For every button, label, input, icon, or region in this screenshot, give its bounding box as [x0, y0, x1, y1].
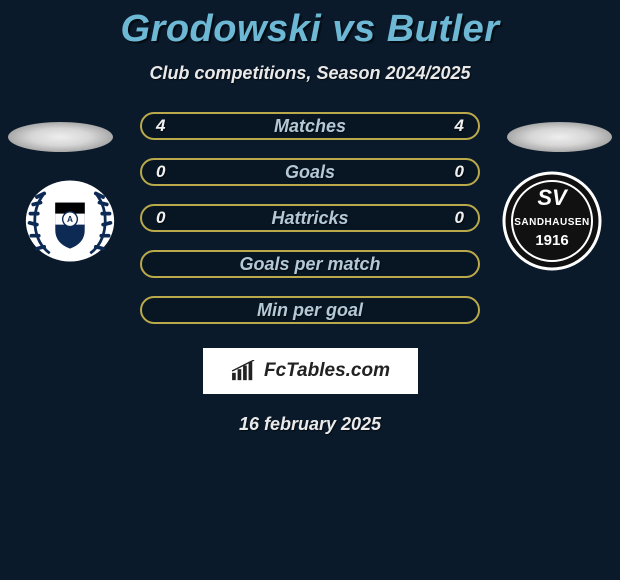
club-badge-right: SV SANDHAUSEN 1916 [502, 171, 602, 271]
svg-text:A: A [67, 215, 73, 224]
brand-chart-icon [230, 360, 258, 382]
stat-right-value: 0 [455, 208, 464, 228]
stat-right-value: 4 [455, 116, 464, 136]
stat-label: Min per goal [257, 300, 363, 321]
stat-left-value: 0 [156, 208, 165, 228]
svg-text:SANDHAUSEN: SANDHAUSEN [514, 217, 590, 228]
stat-label: Goals [285, 162, 335, 183]
player-photo-left [8, 122, 113, 152]
stats-container: 4 Matches 4 0 Goals 0 0 Hattricks 0 Goal… [140, 112, 480, 324]
brand-box: FcTables.com [203, 348, 418, 394]
svg-text:1916: 1916 [535, 232, 568, 249]
stat-left-value: 0 [156, 162, 165, 182]
stat-label: Matches [274, 116, 346, 137]
stat-row-min-per-goal: Min per goal [140, 296, 480, 324]
club-badge-left: A [24, 175, 116, 267]
stat-row-goals: 0 Goals 0 [140, 158, 480, 186]
stat-row-goals-per-match: Goals per match [140, 250, 480, 278]
stat-label: Hattricks [271, 208, 348, 229]
player-photo-right [507, 122, 612, 152]
stat-left-value: 4 [156, 116, 165, 136]
subtitle: Club competitions, Season 2024/2025 [0, 63, 620, 84]
date: 16 february 2025 [0, 414, 620, 435]
stat-row-matches: 4 Matches 4 [140, 112, 480, 140]
stat-row-hattricks: 0 Hattricks 0 [140, 204, 480, 232]
stat-label: Goals per match [239, 254, 380, 275]
svg-text:SV: SV [537, 185, 569, 210]
brand-text: FcTables.com [264, 360, 390, 382]
page-title: Grodowski vs Butler [0, 0, 620, 51]
stat-right-value: 0 [455, 162, 464, 182]
